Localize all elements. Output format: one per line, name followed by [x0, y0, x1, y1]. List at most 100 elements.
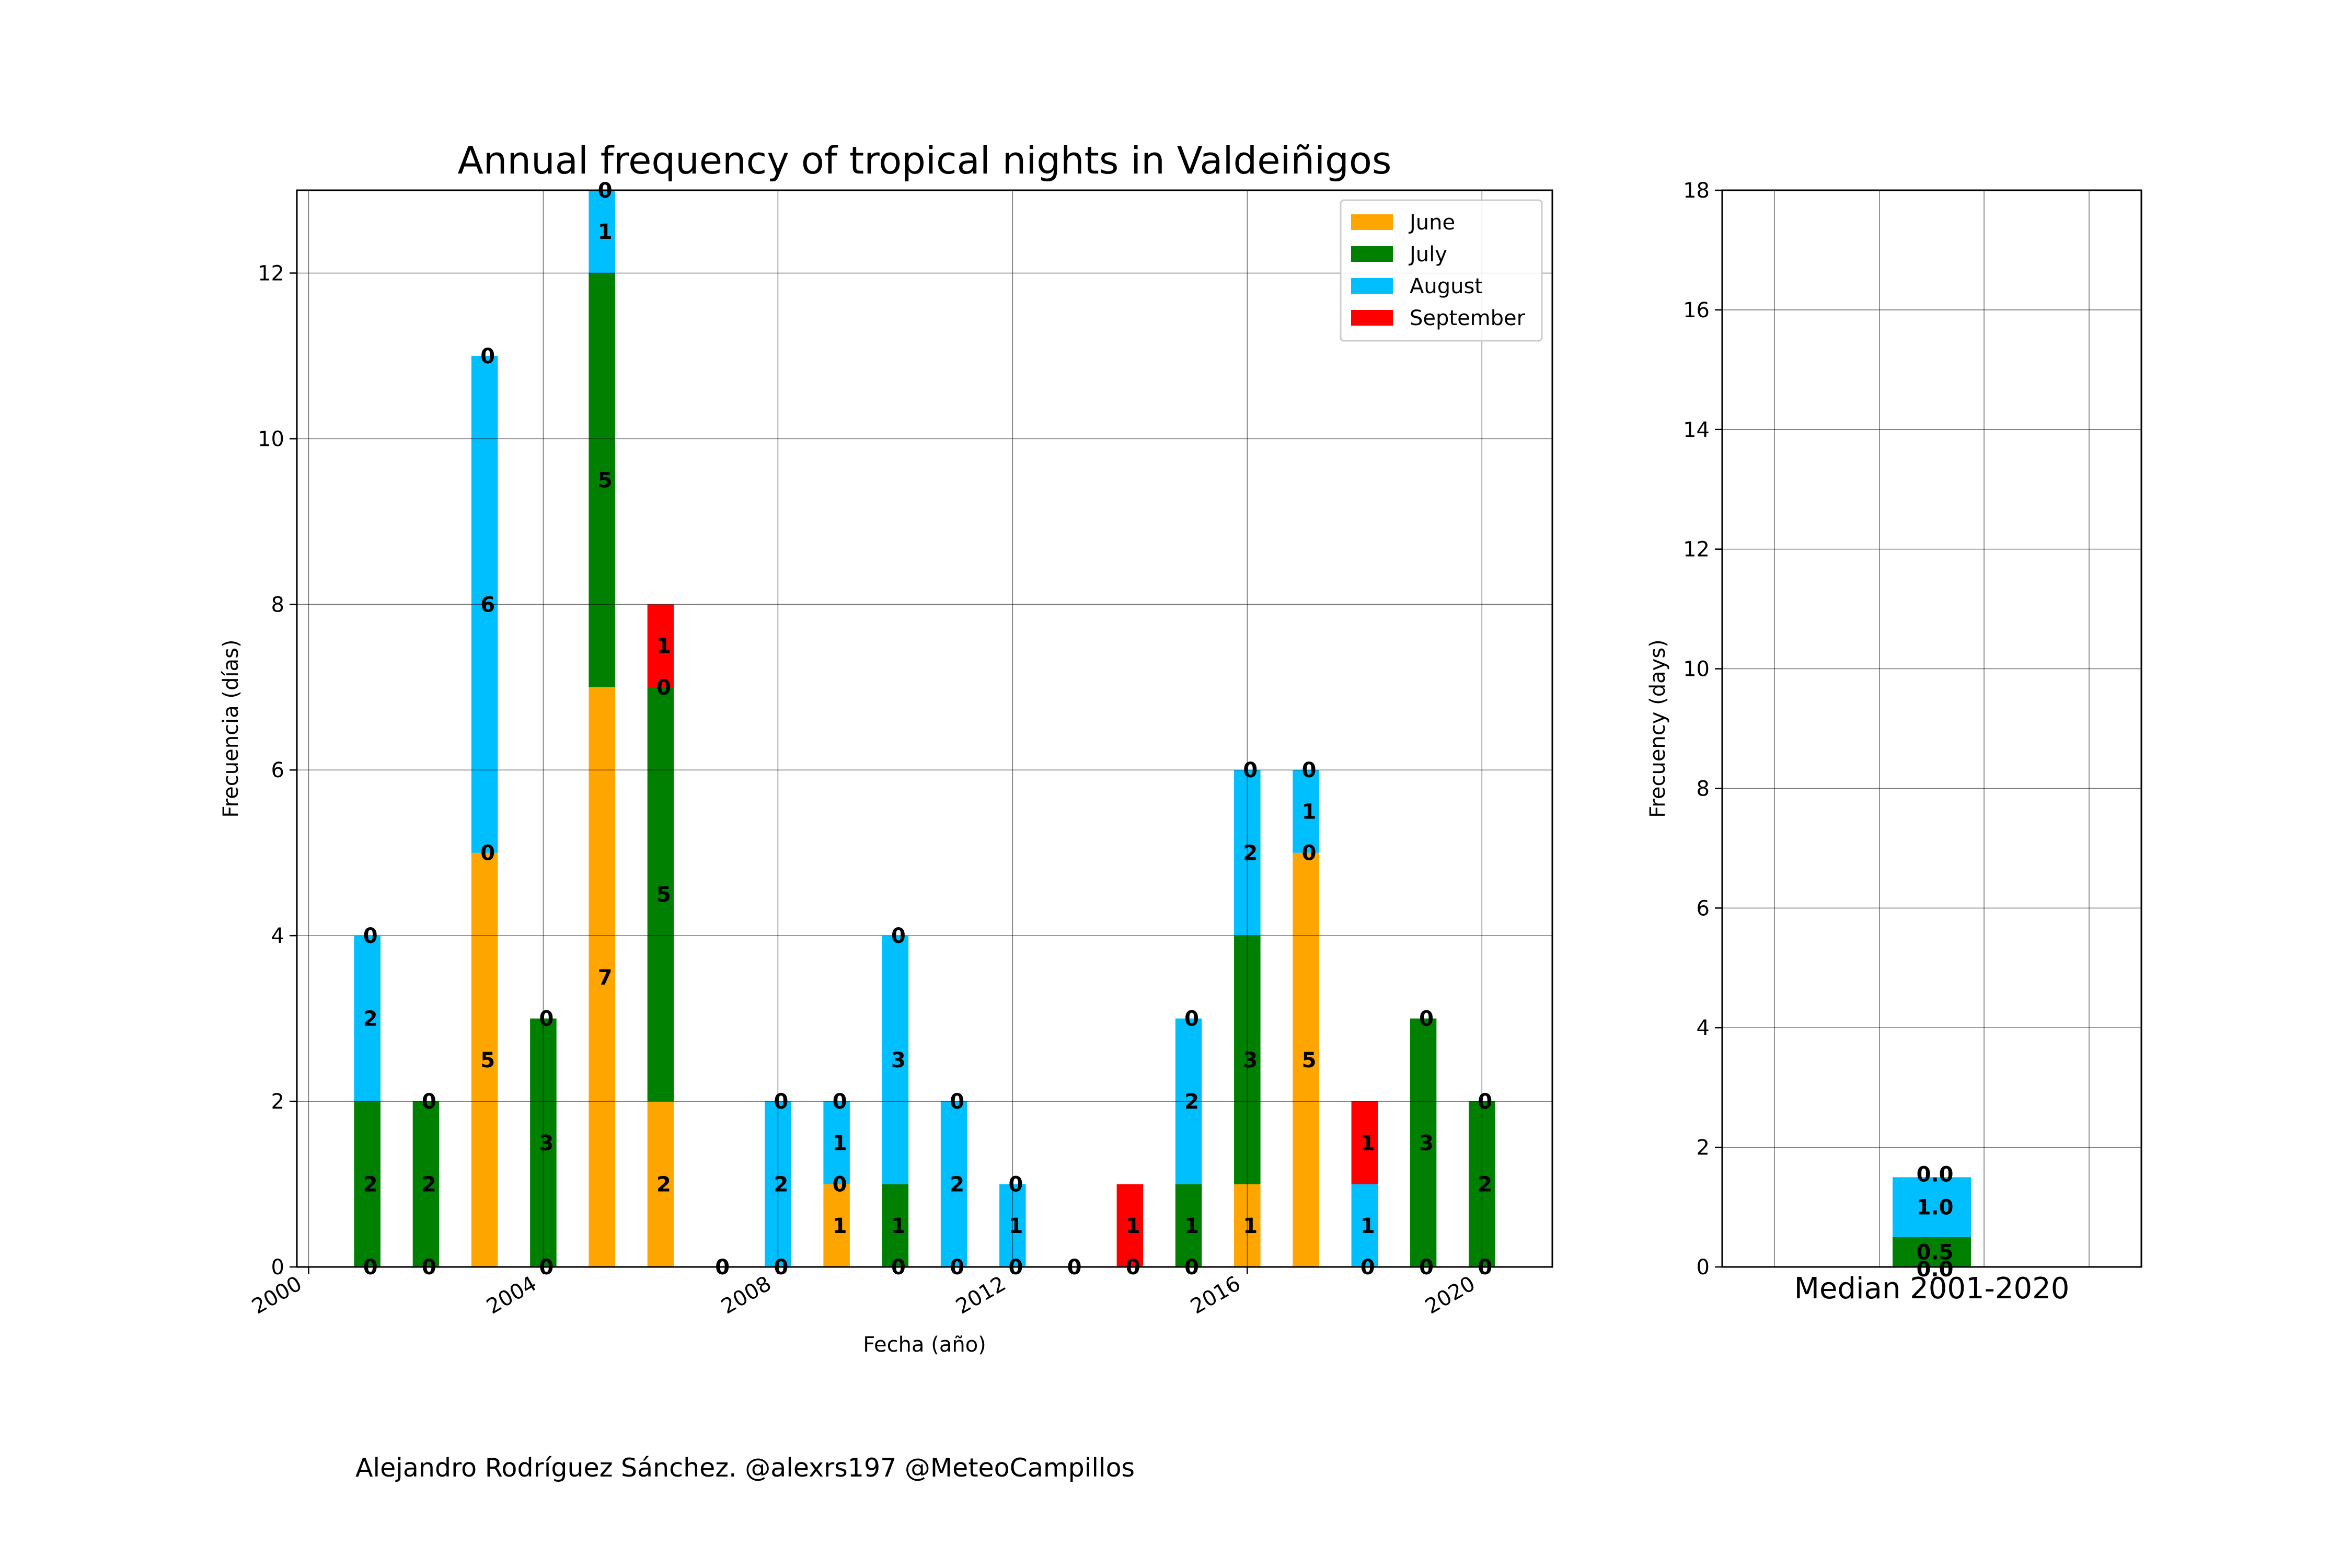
bar-july-2015	[1175, 1184, 1202, 1267]
main-data-label: 1	[833, 1214, 847, 1238]
bar-august-2005	[589, 190, 615, 273]
main-data-label: 2	[422, 1173, 436, 1197]
median-chart-y-ticks: 0 2 4 6 8 10 12 14 16 18	[1683, 179, 1722, 1279]
legend-swatch-september	[1351, 310, 1393, 326]
main-data-label: 3	[539, 1131, 554, 1155]
main-data-label: 5	[656, 883, 671, 907]
legend-box	[1340, 199, 1543, 342]
bar-august-2001	[354, 936, 381, 1102]
median-chart-frame	[1721, 189, 2142, 1268]
main-data-label: 0	[833, 1090, 847, 1114]
bar-june-2003	[471, 852, 498, 1267]
median-bar-august	[1893, 1177, 1971, 1237]
main-data-label: 2	[1243, 841, 1258, 866]
bar-july-2019	[1410, 1018, 1437, 1267]
main-data-label: 2	[774, 1173, 788, 1197]
legend: June July August September	[1340, 199, 1543, 342]
median-data-label: 0.5	[1917, 1240, 1954, 1264]
main-y-tick-label: 12	[258, 261, 284, 285]
main-x-tick-label: 2004	[482, 1272, 540, 1319]
main-data-label: 1	[1361, 1214, 1375, 1238]
main-data-label: 0	[539, 1007, 554, 1031]
main-y-tick-label: 0	[271, 1255, 284, 1279]
main-data-label: 1	[598, 220, 613, 244]
median-y-tick-label: 18	[1683, 179, 1710, 203]
bar-september-2014	[1116, 1184, 1144, 1267]
median-y-tick-label: 14	[1683, 418, 1710, 442]
main-data-label: 0	[1302, 841, 1317, 866]
main-data-label: 0	[774, 1090, 788, 1114]
median-chart-data-labels: 0.00.51.00.0	[1917, 1162, 1954, 1282]
main-data-label: 0	[656, 676, 671, 700]
main-data-label: 0	[422, 1090, 436, 1114]
main-data-label: 1	[1126, 1214, 1140, 1238]
main-data-label: 0	[1184, 1007, 1199, 1031]
bar-august-2017	[1293, 770, 1319, 853]
legend-swatch-july	[1351, 246, 1393, 262]
main-data-label: 1	[833, 1131, 847, 1155]
bar-august-2009	[823, 1101, 850, 1184]
main-data-label: 2	[1478, 1173, 1492, 1197]
main-y-tick-label: 6	[271, 758, 284, 782]
median-bar-july	[1893, 1237, 1971, 1267]
main-y-tick-label: 8	[271, 593, 284, 617]
median-data-label: 0.0	[1917, 1258, 1954, 1282]
legend-swatch-june	[1351, 214, 1393, 230]
main-data-label: 1	[1302, 800, 1317, 824]
median-y-tick-label: 12	[1683, 538, 1710, 562]
main-y-tick-label: 4	[271, 924, 284, 948]
median-chart-bars	[1893, 1177, 1971, 1267]
main-data-label: 5	[480, 1048, 495, 1073]
bar-july-2010	[882, 1184, 909, 1267]
main-data-label: 2	[656, 1173, 671, 1197]
bar-july-2006	[647, 687, 674, 1102]
main-data-label: 3	[1419, 1131, 1434, 1155]
main-data-label: 2	[363, 1007, 378, 1031]
bar-june-2009	[823, 1184, 850, 1267]
main-data-label: 7	[598, 965, 613, 989]
main-chart-bars	[354, 190, 1495, 1267]
main-data-label: 2	[950, 1173, 964, 1197]
median-chart-grid	[1722, 190, 2141, 1267]
bar-july-2001	[354, 1101, 381, 1267]
main-data-label: 1	[1243, 1214, 1258, 1238]
main-data-label: 5	[1302, 1048, 1317, 1073]
main-chart-y-label: Frecuencia (días)	[219, 640, 243, 818]
bar-august-2018	[1351, 1184, 1378, 1267]
main-data-label: 0	[833, 1173, 847, 1197]
main-data-label: 5	[598, 469, 613, 493]
bar-august-2010	[882, 936, 909, 1184]
legend-swatch-august	[1351, 278, 1393, 294]
bar-september-2006	[647, 604, 674, 687]
bar-june-2005	[589, 687, 615, 1267]
median-y-tick-label: 0	[1697, 1255, 1710, 1279]
main-data-label: 0	[891, 924, 906, 948]
bar-july-2005	[589, 273, 615, 687]
legend-label-september: September	[1410, 306, 1526, 330]
bar-august-2011	[940, 1101, 967, 1267]
bar-september-2018	[1351, 1101, 1378, 1184]
main-data-label: 2	[363, 1173, 378, 1197]
main-data-label: 1	[1008, 1214, 1023, 1238]
main-data-label: 0	[1243, 758, 1258, 782]
main-chart-frame	[296, 189, 1553, 1268]
legend-label-august: August	[1410, 274, 1483, 298]
median-data-label: 0.0	[1917, 1162, 1954, 1186]
median-data-label: 1.0	[1917, 1196, 1954, 1220]
legend-label-july: July	[1408, 243, 1447, 267]
main-data-label: 0	[1008, 1173, 1023, 1197]
main-data-label: 0	[1302, 758, 1317, 782]
main-data-label: 0	[1419, 1007, 1434, 1031]
main-data-label: 3	[891, 1048, 906, 1073]
main-y-tick-label: 2	[271, 1090, 284, 1114]
median-y-tick-label: 6	[1697, 896, 1710, 920]
main-chart-x-label: Fecha (año)	[863, 1333, 986, 1357]
median-chart-x-label: Median 2001-2020	[1794, 1272, 2070, 1306]
bar-july-2002	[412, 1101, 440, 1267]
bar-june-2006	[647, 1101, 674, 1267]
median-y-tick-label: 8	[1697, 777, 1710, 801]
main-data-label: 0	[363, 924, 378, 948]
main-data-label: 1	[891, 1214, 906, 1238]
median-y-tick-label: 4	[1697, 1016, 1710, 1040]
